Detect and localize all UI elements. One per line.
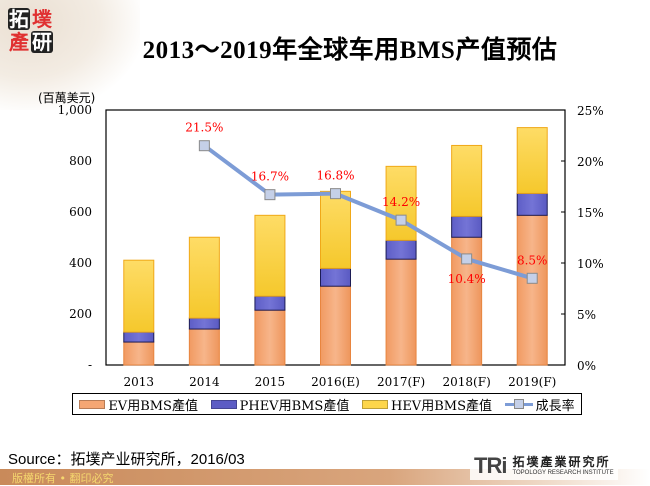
- logo-char: 研: [31, 30, 53, 54]
- y-tick-label: 800: [69, 154, 92, 168]
- y2-tick-label: 25%: [577, 104, 604, 118]
- legend-label: PHEV用BMS產值: [239, 398, 350, 414]
- logo-char: 產: [9, 30, 29, 54]
- legend-item-growth: 成長率: [504, 395, 575, 414]
- legend-line-marker-icon: [504, 399, 533, 409]
- y2-tick-label: 5%: [577, 308, 596, 322]
- x-tick-label: 2018(F): [443, 375, 491, 389]
- bar-phev: [123, 331, 155, 343]
- tri-logo: TRi 拓墣產業研究所 TOPOLOGY RESEARCH INSTITUTE: [470, 452, 618, 480]
- y-tick-label: 400: [69, 256, 92, 270]
- growth-rate-marker: [330, 188, 341, 200]
- bar-phev: [451, 215, 483, 238]
- legend-item-hev: HEV用BMS產值: [361, 395, 492, 414]
- bar-phev: [516, 192, 548, 216]
- bar-ev: [188, 328, 220, 366]
- logo-char: 拓: [8, 7, 30, 31]
- bar-ev: [123, 341, 155, 366]
- legend-swatch-hev: [361, 399, 388, 409]
- y-tick-label: -: [88, 358, 92, 372]
- bar-ev: [254, 309, 286, 366]
- y-tick-label: 1,000: [58, 103, 92, 117]
- y2-tick-label: 10%: [577, 257, 604, 271]
- growth-rate-line: [203, 144, 533, 281]
- growth-rate-marker: [198, 140, 210, 152]
- chart-title: 2013～2019年全球车用BMS产值预估: [142, 37, 558, 64]
- x-tick-label: 2019(F): [508, 375, 556, 389]
- y2-tick-label: 20%: [577, 155, 604, 169]
- bar-ev: [516, 214, 548, 366]
- legend-swatch-phev: [210, 399, 237, 409]
- growth-rate-data-label: 16.8%: [316, 169, 354, 183]
- x-tick-label: 2013: [124, 375, 155, 389]
- y-tick-label: 600: [69, 205, 92, 219]
- growth-rate-data-label: 16.7%: [251, 170, 289, 184]
- y2-tick-label: 15%: [577, 206, 604, 220]
- x-tick-label: 2015: [255, 375, 286, 389]
- bar-phev: [254, 295, 286, 311]
- growth-rate-marker: [264, 189, 276, 201]
- bar-ev: [320, 285, 351, 366]
- growth-rate-data-label: 21.5%: [185, 121, 223, 135]
- source-note: Source：拓墣产业研究所，2016/03: [8, 451, 245, 468]
- legend-item-phev: PHEV用BMS產值: [210, 395, 350, 414]
- growth-rate-marker: [395, 214, 407, 226]
- bar-hev: [320, 190, 351, 269]
- y-tick-label: 200: [69, 307, 92, 321]
- bar-phev: [320, 267, 351, 287]
- x-tick-label: 2014: [189, 375, 220, 389]
- bar-hev: [451, 144, 483, 217]
- x-tick-label: 2016(E): [311, 375, 360, 389]
- org-name-cn: 拓墣產業研究所: [512, 455, 611, 469]
- tri-logo-mark: TRi: [474, 453, 507, 478]
- legend: EV用BMS產值 PHEV用BMS產值 HEV用BMS產值 成長率: [72, 393, 582, 415]
- bar-hev: [516, 127, 548, 194]
- legend-swatch-ev: [79, 399, 106, 409]
- y2-tick-label: 0%: [577, 359, 596, 373]
- growth-rate-data-label: 14.2%: [382, 195, 420, 209]
- legend-item-ev: EV用BMS產值: [79, 395, 198, 414]
- legend-label: HEV用BMS產值: [390, 398, 492, 414]
- growth-rate-data-label: 8.5%: [517, 253, 548, 267]
- bar-ev: [385, 258, 417, 366]
- bar-phev: [188, 317, 220, 330]
- bar-phev: [385, 239, 417, 260]
- y-axis-unit-label: (百萬美元): [38, 91, 96, 105]
- growth-rate-data-label: 10.4%: [448, 272, 486, 286]
- bar-hev: [254, 214, 286, 297]
- legend-label: 成長率: [535, 398, 575, 414]
- copyright-text: 版權所有 • 翻印必究: [12, 472, 114, 485]
- x-tick-label: 2017(F): [377, 375, 425, 389]
- org-name-en: TOPOLOGY RESEARCH INSTITUTE: [512, 470, 614, 476]
- logo: 拓 墣 產 研: [8, 8, 54, 54]
- legend-label: EV用BMS產值: [108, 398, 198, 414]
- growth-rate-marker: [526, 272, 538, 284]
- growth-rate-marker: [461, 253, 473, 265]
- bar-hev: [188, 236, 220, 319]
- bar-hev: [123, 259, 155, 333]
- logo-char: 墣: [32, 7, 52, 31]
